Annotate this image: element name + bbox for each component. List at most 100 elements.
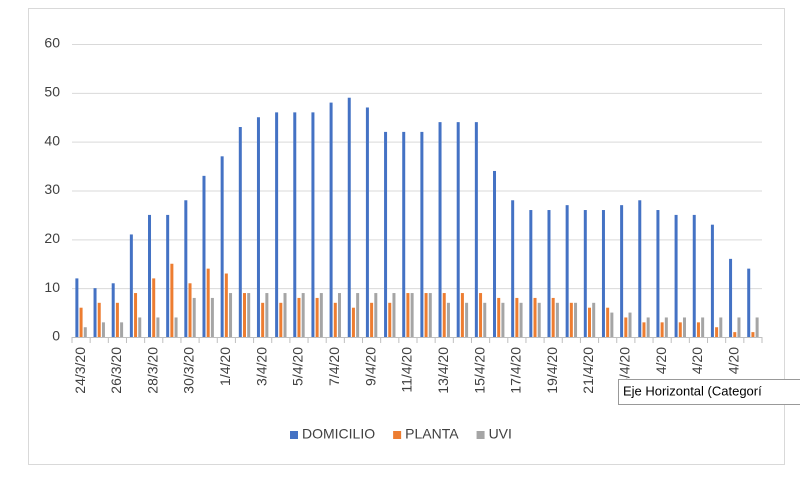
bar [101, 322, 105, 337]
bar [501, 302, 505, 337]
bar [83, 327, 87, 337]
x-tick-label: 11/4/20 [399, 347, 415, 393]
y-tick-label: 50 [44, 84, 60, 100]
bar [420, 131, 424, 337]
bar [384, 131, 388, 337]
bar [120, 322, 124, 337]
bar [148, 214, 152, 337]
tooltip-box [618, 379, 800, 405]
bar [719, 317, 723, 337]
bar [370, 302, 374, 337]
bar [733, 332, 737, 337]
bar [256, 117, 260, 337]
x-tick-label: 30/3/20 [181, 347, 197, 394]
bar [638, 200, 642, 337]
bar [715, 327, 719, 337]
legend-label: PLANTA [405, 426, 459, 442]
bar [337, 293, 341, 337]
x-tick-label: 3/4/20 [253, 347, 269, 386]
x-tick-label: 17/4/20 [508, 347, 524, 394]
x-tick-label: 1/4/20 [217, 347, 233, 386]
bar [446, 302, 450, 337]
bar [319, 293, 323, 337]
bar [356, 293, 360, 337]
x-tick-label: 9/4/20 [362, 347, 378, 386]
bar [279, 302, 283, 337]
bar [678, 322, 682, 337]
bar [747, 268, 751, 337]
x-tick-label: 26/3/20 [108, 347, 124, 394]
bar [93, 288, 97, 337]
bar [275, 112, 279, 337]
bar [479, 293, 483, 337]
bar [710, 224, 714, 337]
bar [297, 297, 301, 337]
x-tick-label: 19/4/20 [544, 347, 560, 394]
bar [111, 283, 115, 337]
bar [347, 97, 351, 337]
x-tick-label: 28/3/20 [144, 347, 160, 394]
bar [351, 307, 355, 337]
bar [293, 112, 297, 337]
legend-swatch [290, 431, 298, 439]
bar [511, 200, 515, 337]
bar [547, 210, 551, 337]
bar [601, 210, 605, 337]
bar [474, 122, 478, 337]
legend-swatch [393, 431, 402, 439]
bar [438, 122, 442, 337]
bar [202, 175, 206, 337]
bar [628, 312, 632, 337]
bar [224, 273, 228, 337]
bar [755, 317, 759, 337]
bar [238, 127, 242, 338]
bar [737, 317, 741, 337]
bar [565, 205, 569, 337]
bar [537, 302, 541, 337]
bar [551, 297, 555, 337]
bar [138, 317, 142, 337]
bar [692, 214, 696, 337]
y-tick-label: 20 [44, 230, 60, 246]
bar [333, 302, 337, 337]
tooltip: Eje Horizontal (Categorí [618, 379, 800, 405]
bar [283, 293, 287, 337]
y-tick-label: 10 [44, 279, 60, 295]
bar [497, 297, 501, 337]
bar [569, 302, 573, 337]
bar [483, 302, 487, 337]
tooltip-text: Eje Horizontal (Categorí [623, 383, 762, 398]
y-tick-label: 60 [44, 35, 60, 51]
bar [374, 293, 378, 337]
bar [156, 317, 160, 337]
bar [311, 112, 315, 337]
bar [642, 322, 646, 337]
bar [456, 122, 460, 337]
bar [115, 302, 119, 337]
bar [152, 278, 156, 337]
bar [261, 302, 265, 337]
bar [243, 293, 246, 337]
bar [751, 332, 755, 337]
bar [170, 263, 174, 337]
bar [624, 317, 628, 337]
legend-label: DOMICILIO [302, 426, 375, 442]
x-tick-label: 4/20 [689, 347, 705, 374]
bar [410, 293, 414, 337]
bar [574, 302, 578, 337]
bar [129, 234, 133, 337]
y-tick-label: 30 [44, 181, 60, 197]
bar [247, 293, 251, 337]
bar [315, 297, 319, 337]
bar [696, 322, 700, 337]
x-tick-label: 15/4/20 [471, 347, 487, 394]
bar [583, 210, 587, 337]
bar [428, 293, 432, 337]
bar [674, 214, 678, 337]
bar [555, 302, 559, 337]
bar [206, 268, 210, 337]
bar [588, 307, 591, 337]
bar [329, 102, 333, 337]
bar [460, 293, 464, 337]
